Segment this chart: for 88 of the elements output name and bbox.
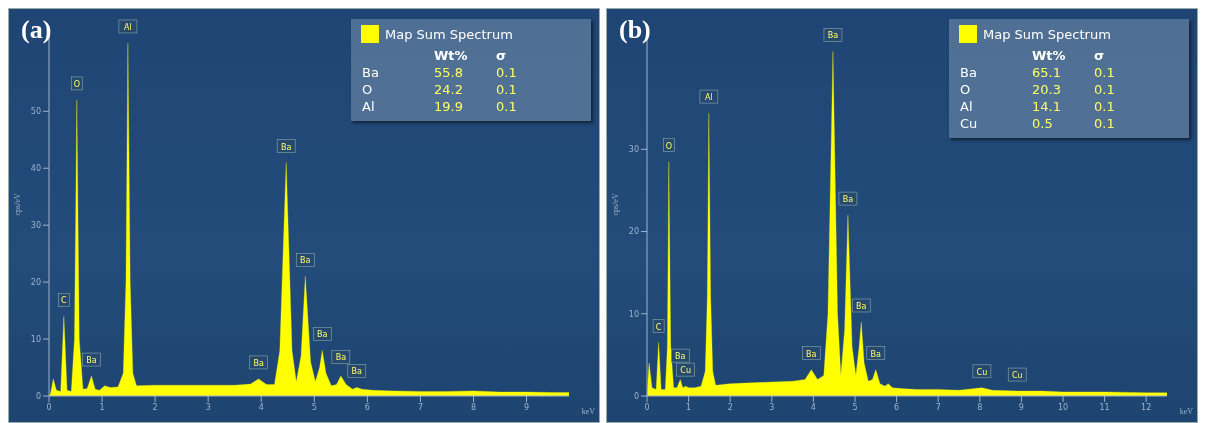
annotation: Ba [351,367,363,377]
y-axis-title: cps/eV [12,193,22,216]
x-tick-label: 12 [1141,402,1152,412]
annotation: 65.1 [1031,64,1062,81]
annotation: Al [705,93,713,103]
annotation: 20.3 [1031,81,1062,98]
x-tick-label: 10 [1057,402,1069,412]
annotation: Cu [1011,371,1023,381]
annotation: Ba [361,64,380,81]
x-tick-label: 1 [686,402,692,412]
annotation: Ba [842,195,854,205]
annotation: 0.1 [1093,98,1116,115]
y-tick-label: 50 [30,107,41,117]
x-tick-label: 2 [152,402,158,412]
annotation: 0.1 [495,81,518,98]
chart-title: (a) [21,15,52,45]
x-tick-label: 3 [205,402,211,412]
annotation: Al [124,22,132,32]
y-tick-label: 10 [30,334,41,344]
annotation: Cu [976,367,988,377]
annotation: Al [959,98,974,115]
legend-label: Map Sum Spectrum [983,26,1111,42]
annotation: Al [361,98,376,115]
annotation: 55.8 [433,64,464,81]
y-tick-label: 30 [628,145,639,155]
annotation: Ba [335,353,347,363]
annotation: 24.2 [433,81,464,98]
x-tick-label: 2 [727,402,733,412]
x-tick-label: 3 [769,402,775,412]
annotation: Wt% [433,47,469,64]
x-axis-title: keV [1179,407,1194,416]
x-tick-label: 9 [524,402,530,412]
x-tick-label: 7 [935,402,941,412]
x-tick-label: 8 [977,402,983,412]
x-tick-label: 1 [99,402,105,412]
annotation: C [655,322,662,332]
annotation: σ [495,47,508,64]
annotation: Ba [280,142,292,152]
legend-label: Map Sum Spectrum [385,26,513,42]
y-tick-label: 0 [35,391,41,401]
y-tick-label: 20 [628,227,639,237]
annotation: 0.1 [1093,64,1116,81]
annotation: 0.1 [495,64,518,81]
annotation: Wt% [1031,47,1067,64]
annotation: 19.9 [433,98,464,115]
x-axis-title: keV [581,407,596,416]
y-tick-label: 0 [633,391,639,401]
chart-title: (b) [619,15,651,45]
annotation: Ba [253,358,264,368]
annotation: O [665,141,672,151]
annotation: 0.1 [495,98,518,115]
x-tick-label: 4 [258,402,264,412]
annotation: σ [1093,47,1106,64]
y-axis-title: cps/eV [610,193,620,216]
x-tick-label: 7 [417,402,423,412]
x-tick-label: 0 [46,402,52,412]
x-tick-label: 8 [470,402,477,412]
annotation: Ba [856,301,867,311]
annotation: Ba [675,352,686,362]
annotation: Ba [959,64,978,81]
x-tick-label: 5 [311,402,317,412]
annotation: 0.1 [1093,115,1116,132]
y-tick-label: 20 [30,277,41,287]
annotation: Ba [300,256,311,266]
annotation: 14.1 [1031,98,1062,115]
annotation: Ba [806,349,817,359]
annotation: O [73,79,81,89]
y-tick-label: 30 [30,221,41,231]
annotation: Ba [86,356,97,366]
annotation: 0.5 [1031,115,1054,132]
annotation: O [959,81,972,98]
y-tick-label: 10 [628,309,639,319]
annotation: Ba [870,349,882,359]
annotation: Ba [827,31,839,41]
y-tick-label: 40 [30,164,41,174]
annotation: O [361,81,374,98]
x-tick-label: 9 [1018,402,1024,412]
annotation: Ba [317,330,328,340]
annotation: 0.1 [1093,81,1116,98]
x-tick-label: 5 [852,402,858,412]
x-tick-label: 6 [894,402,900,412]
x-tick-label: 11 [1099,402,1110,412]
annotation: C [61,296,68,306]
x-tick-label: 6 [364,402,370,412]
x-tick-label: 4 [810,402,816,412]
x-tick-label: 0 [644,402,650,412]
annotation: Cu [680,366,692,376]
annotation: Cu [959,115,979,132]
